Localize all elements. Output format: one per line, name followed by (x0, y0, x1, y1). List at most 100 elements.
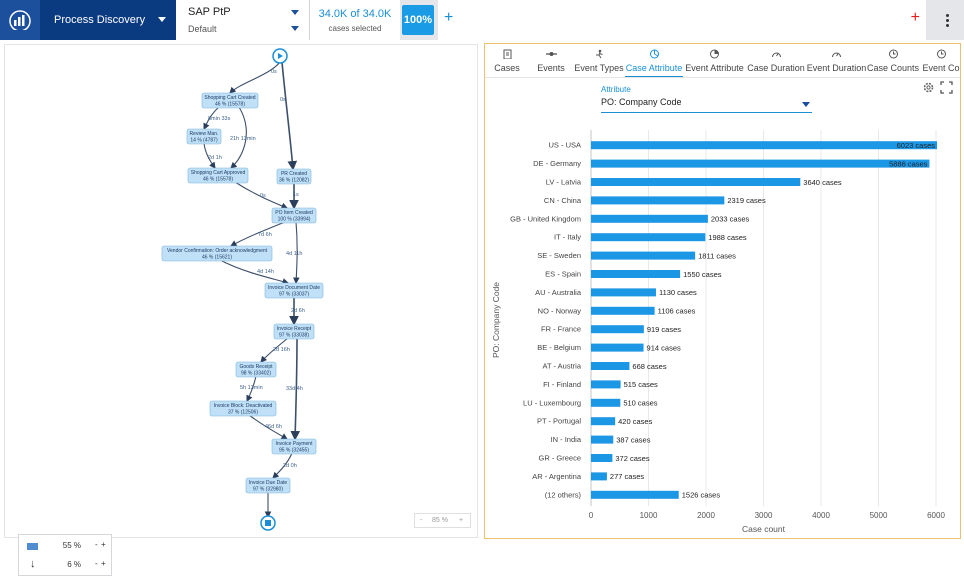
map-edge[interactable] (230, 221, 286, 247)
tab-label: Cases (494, 63, 520, 73)
fullscreen-icon[interactable] (940, 81, 953, 94)
tab-event-attribute[interactable]: Event Attribute (683, 44, 746, 77)
edge-duration-label: 0s (280, 97, 286, 103)
y-tick-label: PT - Portugal (537, 417, 581, 426)
zoom-in-button[interactable]: + (459, 517, 464, 524)
bar-value-label: 515 cases (624, 380, 658, 389)
bar-value-label: 1130 cases (659, 288, 697, 297)
activity-node[interactable]: Review Man.14 % (4787) (186, 128, 222, 145)
tab-event-types[interactable]: Event Types (573, 44, 625, 77)
edge-duration-label: 2d 0h (283, 463, 297, 469)
activity-stat: 46 % (15578) (215, 102, 245, 108)
pie-event-icon (683, 49, 746, 59)
y-tick-label: SE - Sweden (537, 251, 581, 260)
tab-cases[interactable]: Cases (485, 44, 529, 77)
tab-event-duration[interactable]: Event Duration (806, 44, 867, 77)
tab-case-attribute[interactable]: Case Attribute (625, 44, 683, 77)
bar[interactable] (591, 472, 607, 481)
caret-down-icon[interactable] (291, 26, 299, 31)
map-edge[interactable] (234, 181, 289, 209)
process-map[interactable]: 0s 0s 8min 33s 21h 13min 2d 1h 0s 1s 7d 6h 4d 11… (5, 45, 479, 539)
activity-label: Invoice Receipt (277, 326, 312, 332)
paths-minus-button[interactable]: - (95, 559, 98, 568)
add-filter-button[interactable]: + (444, 9, 454, 26)
app-logo[interactable] (0, 0, 40, 40)
bar[interactable] (591, 233, 706, 242)
gear-icon[interactable] (922, 81, 935, 94)
more-menu-button[interactable] (930, 0, 964, 40)
y-tick-label: AU - Australia (535, 288, 582, 297)
map-edge[interactable] (229, 61, 281, 94)
process-selector[interactable]: SAP PtP Default (176, 0, 310, 40)
map-edge[interactable] (248, 414, 288, 440)
cases-selected[interactable]: 34.0K of 34.0K cases selected (310, 0, 400, 40)
zoom-out-button[interactable]: - (420, 517, 423, 524)
map-edge[interactable] (290, 337, 301, 441)
edge-duration-label: 33d 4h (286, 386, 303, 392)
tab-case-counts[interactable]: Case Counts (867, 44, 920, 77)
bar[interactable] (591, 454, 613, 462)
activity-box (264, 282, 324, 299)
map-edge[interactable] (246, 375, 257, 402)
attribute-select[interactable]: PO: Company Code (601, 97, 812, 113)
bar[interactable] (591, 270, 681, 278)
map-edge[interactable] (219, 259, 290, 285)
map-edge[interactable] (260, 337, 289, 363)
map-edge[interactable] (272, 452, 293, 479)
bar[interactable] (591, 141, 937, 150)
activities-minus-button[interactable]: - (95, 540, 98, 549)
bar[interactable] (591, 417, 616, 426)
bar[interactable] (591, 325, 644, 334)
map-edge[interactable] (293, 221, 300, 285)
cases-label: cases selected (328, 24, 382, 33)
activities-plus-button[interactable]: + (101, 540, 106, 549)
bar[interactable] (591, 435, 614, 444)
cases-percent-badge[interactable]: 100% (402, 5, 434, 35)
app-switcher[interactable]: Process Discovery (40, 0, 176, 40)
activity-box (187, 167, 249, 184)
tab-label: Event Co (922, 63, 960, 73)
bar[interactable] (591, 288, 656, 297)
bar[interactable] (591, 251, 696, 260)
paths-plus-button[interactable]: + (101, 559, 106, 568)
map-edge[interactable] (230, 106, 247, 169)
bar[interactable] (591, 490, 679, 499)
activity-label: Goods Receipt (239, 364, 273, 370)
more-vertical-icon (945, 18, 949, 22)
bar[interactable] (591, 159, 930, 168)
bar[interactable] (591, 398, 621, 407)
bar[interactable] (591, 362, 630, 370)
map-edge[interactable] (203, 106, 220, 130)
bar-value-label: 277 cases (610, 472, 644, 481)
bar[interactable] (591, 196, 725, 205)
tab-label: Case Counts (867, 63, 920, 73)
bar[interactable] (591, 306, 655, 315)
bar[interactable] (591, 343, 644, 352)
caret-down-icon[interactable] (291, 10, 299, 15)
activity-node[interactable]: Vendor Confirmation: Order acknowledgmen… (161, 245, 273, 262)
bar[interactable] (591, 380, 621, 389)
bar[interactable] (591, 214, 708, 223)
tab-event-co[interactable]: Event Co (919, 44, 960, 77)
add-red-button[interactable]: + (910, 9, 920, 26)
bar[interactable] (591, 178, 801, 186)
x-tick-label: 6000 (927, 511, 945, 520)
case-attribute-chart: 0 1000 2000 3000 4000 5000 6000 US - USA 6023 ca… (491, 130, 945, 534)
map-edge[interactable] (203, 142, 216, 169)
x-tick-label: 2000 (697, 511, 715, 520)
tab-events[interactable]: Events (529, 44, 573, 77)
y-tick-label: FI - Finland (543, 380, 581, 389)
map-edge[interactable] (281, 61, 298, 171)
tab-case-duration[interactable]: Case Duration (746, 44, 806, 77)
activities-swatch-icon (27, 543, 38, 550)
